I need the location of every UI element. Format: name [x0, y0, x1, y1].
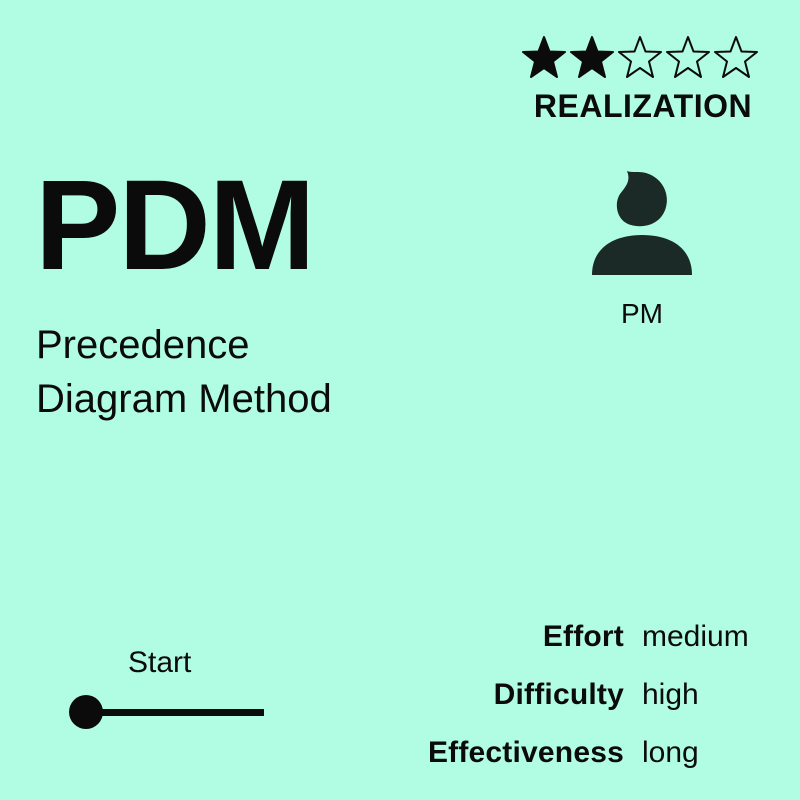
- phase-timeline: [66, 692, 266, 732]
- metric-value: long: [642, 736, 699, 769]
- star-icon: [714, 36, 758, 78]
- method-full-name: Precedence Diagram Method: [36, 318, 456, 426]
- timeline-marker: [69, 695, 103, 729]
- star-icon: [570, 36, 614, 78]
- metric-key: Effectiveness: [427, 736, 624, 769]
- method-abbreviation: PDM: [35, 154, 315, 297]
- category-label: REALIZATION: [533, 88, 753, 124]
- metric-row: Difficulty high: [360, 666, 780, 724]
- metric-row: Effectiveness long: [360, 724, 780, 782]
- star-icon: [522, 36, 566, 78]
- metric-key: Difficulty: [493, 678, 624, 711]
- star-icon: [618, 36, 662, 78]
- metric-row: Effort medium: [360, 608, 780, 666]
- metric-value: high: [642, 678, 699, 711]
- method-name-line: Precedence: [36, 323, 250, 367]
- star-rating: [519, 32, 769, 84]
- method-name-line: Diagram Method: [36, 377, 332, 421]
- star-icon: [666, 36, 710, 78]
- role-label: PM: [621, 298, 663, 329]
- person-icon: [586, 163, 698, 281]
- metrics-table: Effort medium Difficulty high Effectiven…: [360, 608, 780, 782]
- phase-label: Start: [128, 646, 192, 679]
- metric-key: Effort: [542, 620, 624, 653]
- metric-value: medium: [642, 620, 749, 653]
- timeline-line: [86, 709, 264, 716]
